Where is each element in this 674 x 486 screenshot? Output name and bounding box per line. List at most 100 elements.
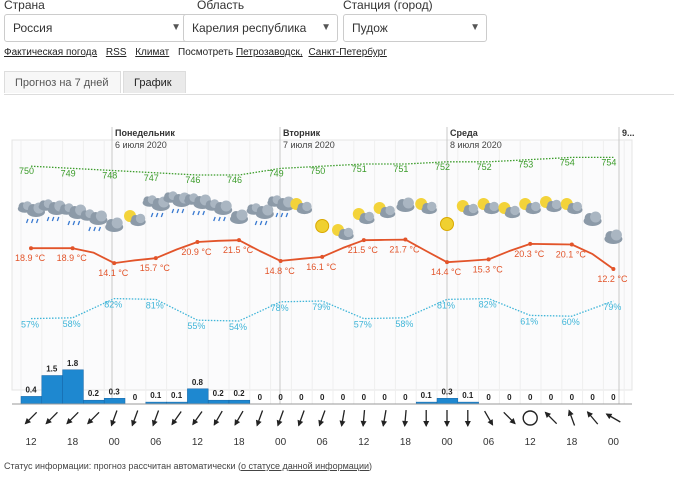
pressure-label: 754 (560, 157, 575, 167)
precipitation-bar (83, 399, 105, 405)
country-select[interactable]: Россия ▼ (4, 14, 188, 42)
pressure-line (30, 156, 614, 176)
rss-link[interactable]: RSS (105, 47, 127, 58)
precipitation-label: 0.2 (233, 389, 245, 398)
status-link[interactable]: о статусе данной информации (240, 461, 369, 471)
sun-icon (315, 219, 330, 233)
wind-arrow-head (339, 420, 346, 427)
day-date: 8 июля 2020 (450, 140, 502, 150)
precipitation-label: 0.4 (25, 385, 37, 394)
temperature-point (569, 242, 574, 247)
pressure-label: 754 (601, 157, 616, 167)
humidity-label: 79% (312, 302, 330, 312)
station-select[interactable]: Пудож ▼ (343, 14, 487, 42)
precipitation-bar (62, 369, 84, 405)
precipitation-bar (228, 399, 251, 405)
humidity-line (30, 297, 614, 322)
temperature-point (445, 260, 449, 265)
wind-arrow-head (192, 418, 199, 426)
forecast-chart: Понедельник 6 июля 2020 Вторник 7 июля 2020… (11, 127, 635, 448)
precipitation-label: 0 (570, 393, 575, 402)
temperature-label: 20.3 °C (514, 249, 545, 259)
wind-arrow-icon (66, 411, 79, 425)
temperature-point (153, 256, 158, 261)
tab-7day-forecast[interactable]: Прогноз на 7 дней (4, 71, 121, 93)
temperature-label: 18.9 °C (15, 253, 46, 263)
humidity-label: 61% (520, 316, 538, 326)
pressure-label: 747 (144, 173, 159, 183)
temperature-label: 18.9 °C (57, 253, 88, 263)
humidity-label: 82% (104, 300, 122, 310)
temperature-label: 12.2 °C (597, 274, 628, 284)
humidity-label: 60% (562, 317, 580, 327)
precipitation-label: 0 (403, 393, 408, 402)
precipitation-label: 0 (133, 393, 138, 402)
status-suffix: ) (369, 461, 372, 471)
city-link-petrozavodsk[interactable]: Петрозаводск, (235, 47, 303, 58)
precipitation-label: 0 (341, 393, 346, 402)
time-label: 18 (233, 437, 245, 448)
precipitation-bar (187, 388, 209, 405)
climate-link[interactable]: Климат (135, 47, 170, 58)
wind-arrow-head (151, 419, 158, 427)
chevron-down-icon: ▼ (171, 22, 181, 33)
time-label: 18 (67, 437, 79, 448)
precipitation-label: 0 (611, 393, 616, 402)
status-prefix: Статус информации: прогноз рассчитан авт… (4, 461, 241, 471)
time-label: 12 (25, 437, 37, 448)
day-date: 7 июля 2020 (283, 140, 335, 150)
pressure-label: 750 (19, 166, 34, 176)
wind-arrow-head (402, 420, 409, 427)
humidity-label: 54% (229, 322, 247, 332)
precipitation-bar (41, 375, 63, 405)
humidity-label: 79% (603, 302, 621, 312)
tab-graph[interactable]: График (123, 71, 186, 93)
wind-arrow-head (276, 419, 283, 427)
temperature-label: 21.7 °C (389, 245, 420, 255)
temperature-point (70, 246, 75, 251)
temperature-point (528, 241, 533, 246)
precipitation-label: 0.8 (192, 378, 204, 387)
time-label: 12 (192, 437, 204, 448)
pressure-label: 746 (227, 175, 242, 185)
temperature-point (403, 237, 408, 242)
region-value: Карелия республика (192, 21, 307, 35)
wind-arrow-icon (402, 409, 409, 427)
wind-arrow-head (381, 420, 388, 427)
temperature-point (278, 258, 283, 263)
actual-weather-link[interactable]: Фактическая погода (4, 47, 98, 58)
precipitation-label: 0.1 (171, 391, 183, 400)
wind-arrow-icon (360, 409, 367, 427)
temperature-label: 14.1 °C (98, 268, 129, 278)
precipitation-label: 0.2 (88, 389, 100, 398)
temperature-label: 21.5 °C (348, 245, 379, 255)
precipitation-label: 0.1 (150, 391, 162, 400)
city-link-spb[interactable]: Санкт-Петербург (308, 47, 387, 58)
wind-arrow-icon (131, 410, 139, 427)
tab-bar: Прогноз на 7 дней График (4, 71, 674, 95)
temperature-label: 16.1 °C (306, 262, 337, 272)
temperature-point (29, 246, 33, 251)
wind-arrow-head (586, 411, 593, 418)
precipitation-label: 0 (382, 393, 387, 402)
wind-arrow-head (171, 418, 178, 426)
wind-arrow-icon (544, 411, 558, 425)
precipitation-label: 0.3 (441, 387, 453, 396)
wind-arrow-head (360, 420, 367, 427)
precipitation-label: 0.1 (421, 391, 433, 400)
wind-arrow-icon (503, 411, 516, 425)
precipitation-label: 0 (278, 393, 283, 402)
country-label: Страна (4, 0, 45, 12)
region-label: Область (197, 0, 245, 12)
humidity-label: 78% (271, 303, 289, 313)
humidity-label: 58% (63, 319, 81, 329)
temperature-label: 21.5 °C (223, 245, 254, 255)
humidity-label: 81% (437, 300, 455, 310)
temperature-point (195, 240, 200, 245)
chart-background (11, 139, 633, 391)
precipitation-label: 0.3 (109, 387, 121, 396)
pressure-label: 752 (435, 162, 450, 172)
station-label: Станция (город) (343, 0, 433, 12)
region-select[interactable]: Карелия республика ▼ (183, 14, 338, 42)
wind-arrow-icon (318, 410, 326, 427)
